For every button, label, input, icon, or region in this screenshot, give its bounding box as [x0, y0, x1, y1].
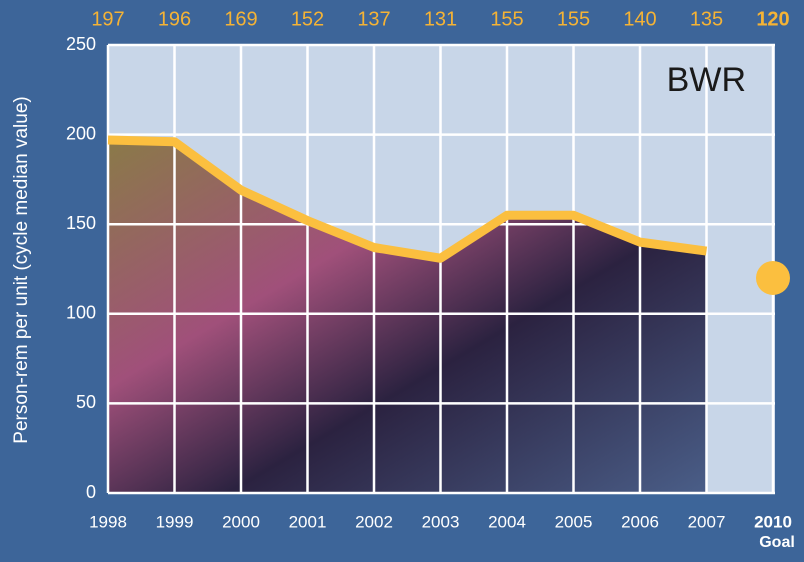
value-label: 131 — [424, 8, 457, 30]
x-tick-label: 2002 — [355, 512, 393, 531]
photo-area — [108, 139, 707, 493]
x-tick-label: 2010 — [754, 512, 792, 531]
goal-value-label: 120 — [756, 8, 789, 30]
value-label: 137 — [357, 8, 390, 30]
value-label: 135 — [690, 8, 723, 30]
y-tick-label: 100 — [66, 303, 96, 323]
value-label: 152 — [291, 8, 324, 30]
goal-dot — [756, 260, 790, 295]
y-tick-label: 200 — [66, 123, 96, 143]
x-tick-label: 1999 — [156, 512, 194, 531]
value-label: 140 — [623, 8, 656, 30]
x-tick-label: 2004 — [488, 512, 526, 531]
y-tick-label: 150 — [66, 213, 96, 233]
value-label: 155 — [557, 8, 590, 30]
x-tick-label: 1998 — [89, 512, 127, 531]
x-tick-label: 2001 — [289, 512, 327, 531]
line — [107, 135, 708, 263]
y-tick-label: 250 — [66, 34, 96, 54]
x-tick-label: 2000 — [222, 512, 260, 531]
value-label: 155 — [490, 8, 523, 30]
goal-label: Goal — [759, 534, 795, 551]
y-tick-label: 50 — [76, 392, 96, 412]
y-tick-label: 0 — [86, 482, 96, 502]
y-axis-label: Person-rem per unit (cycle median value) — [11, 96, 32, 443]
value-label: 196 — [158, 8, 191, 30]
value-label: 169 — [224, 8, 257, 30]
x-tick-label: 2006 — [621, 512, 659, 531]
x-tick-label: 2003 — [422, 512, 460, 531]
x-tick-label: 2005 — [555, 512, 593, 531]
x-tick-label: 2007 — [688, 512, 726, 531]
value-label: 197 — [91, 8, 124, 30]
annotation: BWR — [667, 61, 746, 99]
